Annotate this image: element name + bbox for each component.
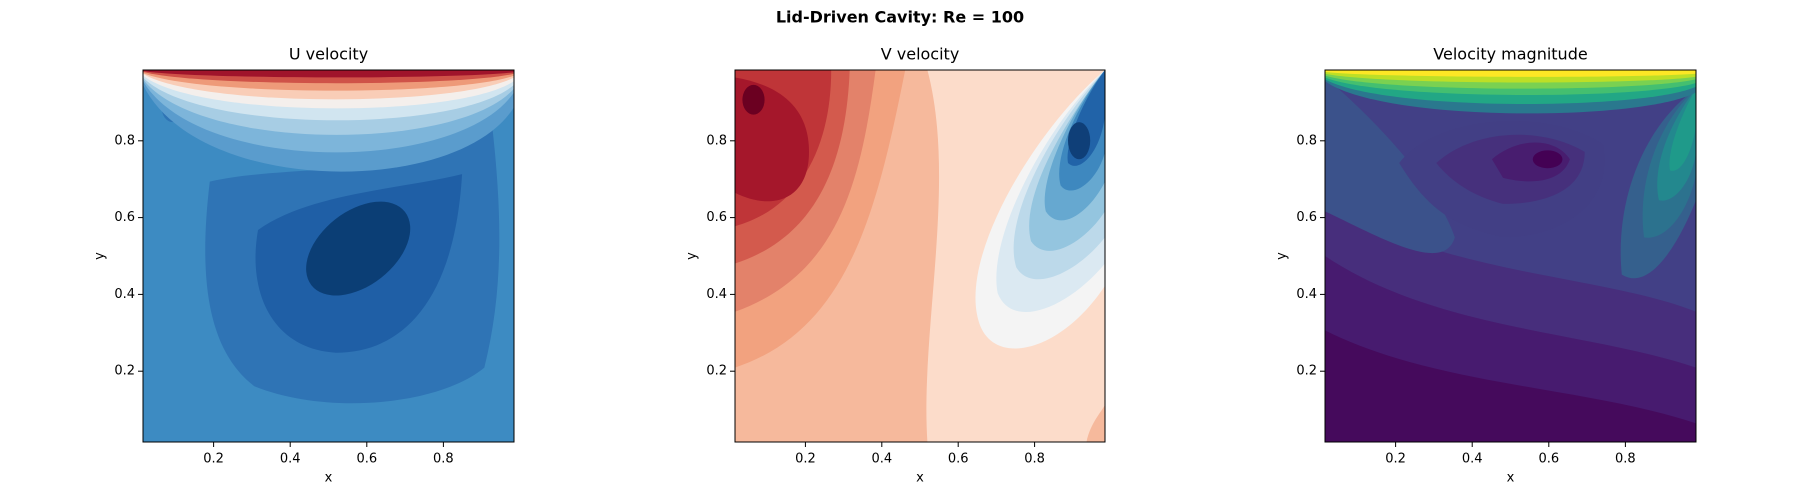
x-tick-label: 0.4 xyxy=(280,452,301,467)
x-tick-label: 0.6 xyxy=(1538,452,1559,467)
v-field xyxy=(735,70,1105,442)
x-tick-label: 0.6 xyxy=(356,452,377,467)
y-tick-label: 0.6 xyxy=(114,210,135,225)
y-tick-label: 0.6 xyxy=(1296,210,1317,225)
x-tick-label: 0.2 xyxy=(795,452,816,467)
axes-frame xyxy=(1324,69,1697,443)
y-tick-label: 0.8 xyxy=(706,133,727,148)
x-tick-label: 0.2 xyxy=(1385,452,1406,467)
x-tick-label: 0.2 xyxy=(203,452,224,467)
y-tick-label: 0.6 xyxy=(706,210,727,225)
y-tick-label: 0.8 xyxy=(114,133,135,148)
axes-frame xyxy=(734,69,1106,443)
figure-title: Lid-Driven Cavity: Re = 100 xyxy=(776,8,1024,27)
x-tick-label: 0.6 xyxy=(948,452,969,467)
subplot-title: Velocity magnitude xyxy=(1433,45,1587,64)
y-tick-label: 0.8 xyxy=(1296,133,1317,148)
x-axis-label: x xyxy=(1507,471,1515,486)
x-axis-label: x xyxy=(325,471,333,486)
y-tick-label: 0.4 xyxy=(114,287,135,302)
x-tick-label: 0.8 xyxy=(1024,452,1045,467)
subplot-title: V velocity xyxy=(881,45,960,64)
y-tick-label: 0.2 xyxy=(1296,364,1317,379)
y-tick-label: 0.2 xyxy=(114,364,135,379)
u-field xyxy=(143,70,514,442)
y-axis-label: y xyxy=(93,252,108,260)
x-tick-label: 0.8 xyxy=(433,452,454,467)
y-tick-label: 0.4 xyxy=(706,287,727,302)
x-tick-label: 0.4 xyxy=(871,452,892,467)
subplot-title: U velocity xyxy=(289,45,368,64)
y-axis-label: y xyxy=(685,252,700,260)
x-axis-label: x xyxy=(916,471,924,486)
x-tick-label: 0.4 xyxy=(1462,452,1483,467)
x-tick-label: 0.8 xyxy=(1615,452,1636,467)
axes-frame xyxy=(142,69,515,443)
y-tick-label: 0.4 xyxy=(1296,287,1317,302)
y-axis-label: y xyxy=(1275,252,1290,260)
y-tick-label: 0.2 xyxy=(706,364,727,379)
magnitude-field xyxy=(1325,70,1696,442)
